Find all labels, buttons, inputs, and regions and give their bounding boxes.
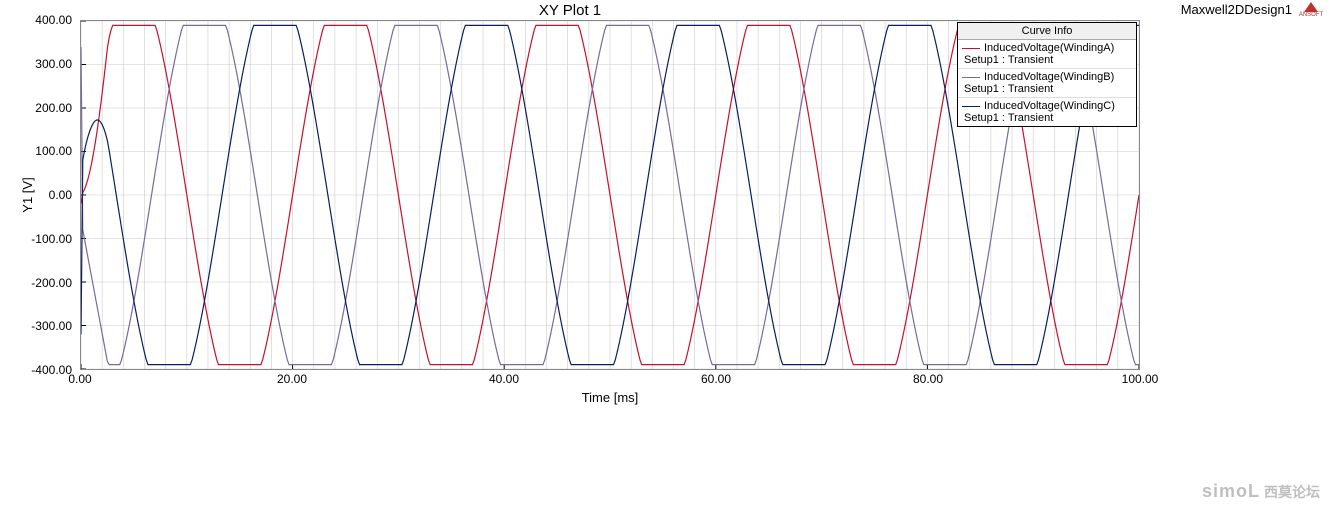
legend-title: Curve Info <box>958 23 1136 40</box>
watermark: simoL西莫论坛 <box>1202 481 1320 502</box>
ansoft-triangle-icon <box>1304 2 1318 12</box>
y-tick-label: -200.00 <box>31 276 72 290</box>
y-tick-label: 100.00 <box>35 144 72 158</box>
legend-swatch <box>962 106 980 107</box>
x-axis-ticks: 0.0020.0040.0060.0080.00100.00 <box>80 372 1140 390</box>
x-tick-label: 80.00 <box>913 372 943 386</box>
legend-series-setup: Setup1 : Transient <box>962 112 1132 124</box>
x-axis-label: Time [ms] <box>80 390 1140 405</box>
vendor-logo-text: ANSOFT <box>1299 12 1323 18</box>
vendor-logo: ANSOFT <box>1298 2 1324 16</box>
legend-item[interactable]: InducedVoltage(WindingC) Setup1 : Transi… <box>958 98 1136 126</box>
plot-title: XY Plot 1 <box>0 2 1140 19</box>
x-tick-label: 20.00 <box>277 372 307 386</box>
legend-item[interactable]: InducedVoltage(WindingB) Setup1 : Transi… <box>958 69 1136 98</box>
y-tick-label: -100.00 <box>31 232 72 246</box>
x-tick-label: 100.00 <box>1122 372 1159 386</box>
legend-swatch <box>962 48 980 49</box>
x-tick-label: 0.00 <box>68 372 91 386</box>
watermark-text: simoL <box>1202 481 1260 501</box>
legend-series-setup: Setup1 : Transient <box>962 83 1132 95</box>
legend-box[interactable]: Curve Info InducedVoltage(WindingA) Setu… <box>957 22 1137 127</box>
watermark-cn: 西莫论坛 <box>1264 484 1320 500</box>
y-tick-label: -300.00 <box>31 319 72 333</box>
legend-series-name: InducedVoltage(WindingB) <box>984 71 1114 83</box>
y-axis-ticks: -400.00-300.00-200.00-100.000.00100.0020… <box>0 20 76 370</box>
y-tick-label: 0.00 <box>49 188 72 202</box>
xy-plot-panel: XY Plot 1 Maxwell2DDesign1 ANSOFT Y1 [V]… <box>0 0 1332 420</box>
y-tick-label: 300.00 <box>35 57 72 71</box>
y-tick-label: 400.00 <box>35 13 72 27</box>
legend-series-setup: Setup1 : Transient <box>962 54 1132 66</box>
x-tick-label: 40.00 <box>489 372 519 386</box>
legend-item[interactable]: InducedVoltage(WindingA) Setup1 : Transi… <box>958 40 1136 69</box>
x-tick-label: 60.00 <box>701 372 731 386</box>
y-tick-label: 200.00 <box>35 101 72 115</box>
legend-swatch <box>962 77 980 78</box>
y-tick-label: -400.00 <box>31 363 72 377</box>
design-name-label: Maxwell2DDesign1 <box>1181 2 1292 17</box>
legend-series-name: InducedVoltage(WindingA) <box>984 42 1114 54</box>
legend-series-name: InducedVoltage(WindingC) <box>984 100 1115 112</box>
